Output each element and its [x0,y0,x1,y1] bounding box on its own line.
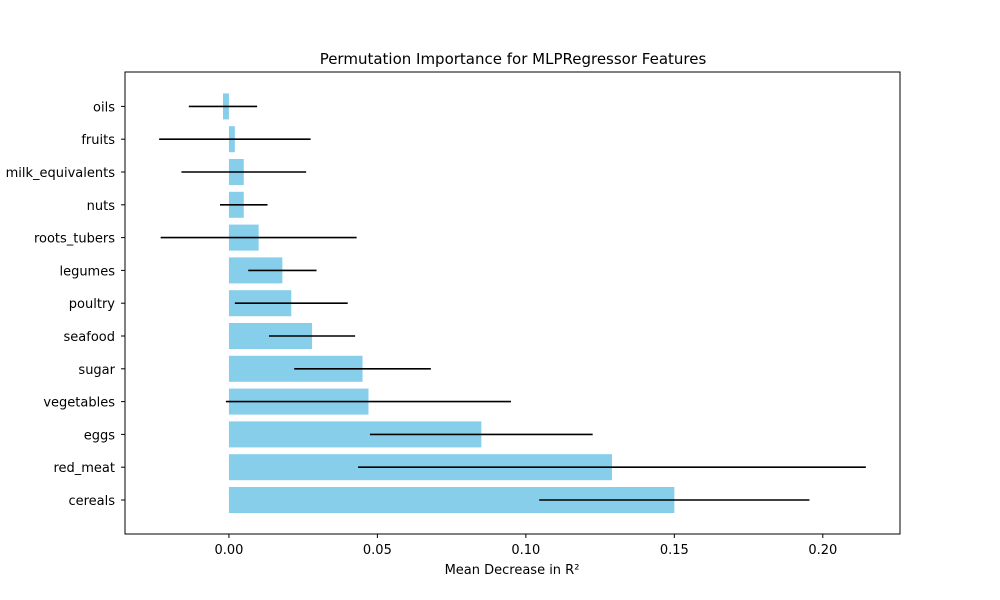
y-tick-label-red_meat: red_meat [53,461,115,476]
y-axis-ticks: cereals red_meat eggs vegetables sugar seafoo… [6,100,125,509]
x-tick-label-4: 0.20 [808,543,837,558]
y-tick-label-oils: oils [93,100,115,115]
y-tick-label-milk_equivalents: milk_equivalents [6,166,116,181]
x-tick-label-2: 0.10 [511,543,540,558]
y-tick-label-seafood: seafood [64,330,115,345]
y-tick-label-eggs: eggs [84,428,116,443]
x-tick-label-0: 0.00 [214,543,243,558]
x-axis-ticks: 0.00 0.05 0.10 0.15 0.20 [214,534,837,558]
plot-area-frame [124,71,901,535]
error-bars-group [159,105,866,501]
y-tick-label-roots_tubers: roots_tubers [34,232,115,247]
x-tick-label-1: 0.05 [363,543,392,558]
y-tick-label-cereals: cereals [68,494,115,509]
y-tick-label-legumes: legumes [59,264,115,279]
x-tick-label-3: 0.15 [660,543,689,558]
y-tick-label-fruits: fruits [81,133,115,148]
chart-title: Permutation Importance for MLPRegressor … [320,50,707,68]
y-tick-label-vegetables: vegetables [43,396,115,411]
x-axis-label: Mean Decrease in R² [445,563,580,578]
y-tick-label-nuts: nuts [87,199,116,214]
y-tick-label-poultry: poultry [69,297,115,312]
y-tick-label-sugar: sugar [78,363,115,378]
